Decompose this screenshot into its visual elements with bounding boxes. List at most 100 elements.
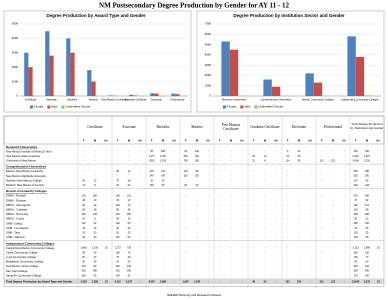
cell: - <box>378 199 379 202</box>
cell: - <box>117 155 118 158</box>
group-header: Certificate <box>87 124 103 129</box>
cell: - <box>185 218 186 221</box>
section-title: Independent Community Colleges <box>6 241 55 245</box>
cell: - <box>83 155 84 158</box>
cell: - <box>299 175 300 178</box>
cell: - <box>310 236 311 239</box>
cell: - <box>83 150 84 153</box>
cell: 165 <box>297 280 302 283</box>
cell: - <box>106 222 107 225</box>
cell: - <box>378 265 379 268</box>
cell: - <box>219 261 220 264</box>
cell: 160 <box>354 236 359 239</box>
cell: - <box>378 184 379 187</box>
cell: 120 <box>354 231 359 234</box>
cell: - <box>299 256 300 259</box>
cell: - <box>287 184 288 187</box>
sub-header: N+ <box>377 139 381 143</box>
cell: - <box>276 195 277 198</box>
cell: - <box>321 208 322 211</box>
cell: - <box>378 150 379 153</box>
cell: - <box>231 195 232 198</box>
cell: - <box>219 251 220 254</box>
cell: 148 <box>365 184 370 187</box>
cell: - <box>265 265 266 268</box>
cell: - <box>310 213 311 216</box>
chart-title: Degree Production by Institution Sector … <box>233 13 345 18</box>
cell: - <box>242 170 243 173</box>
cell: - <box>310 261 311 264</box>
sub-header: F <box>151 139 153 143</box>
bar <box>154 93 159 96</box>
cell: - <box>163 213 164 216</box>
cell: 70 <box>128 204 131 207</box>
cell: 122 <box>331 159 336 162</box>
cell: - <box>310 218 311 221</box>
cell: - <box>378 270 379 273</box>
cell: - <box>310 199 311 202</box>
cell: - <box>276 247 277 250</box>
cell: - <box>276 155 277 158</box>
cell: - <box>208 280 209 283</box>
cell: - <box>253 199 254 202</box>
cell: - <box>231 175 232 178</box>
sub-header: M <box>230 139 233 143</box>
cell: - <box>321 236 322 239</box>
cell: - <box>140 222 141 225</box>
cell: - <box>219 184 220 187</box>
cell: - <box>299 261 300 264</box>
cell: - <box>333 155 334 158</box>
cell: - <box>265 227 266 230</box>
cell: - <box>140 256 141 259</box>
cell: - <box>276 184 277 187</box>
cell: 80 <box>366 236 369 239</box>
sub-header: M <box>196 139 199 143</box>
cell: - <box>185 222 186 225</box>
cell: - <box>333 170 334 173</box>
cell: 2,020 <box>353 155 360 158</box>
cell: 78 <box>354 199 357 202</box>
cell: - <box>219 227 220 230</box>
cell: 65 <box>354 218 357 221</box>
cell: - <box>208 270 209 273</box>
cell: - <box>174 184 175 187</box>
cell: - <box>333 274 334 277</box>
cell: - <box>344 222 345 225</box>
cell: 9,123 <box>364 280 371 283</box>
cell: - <box>174 231 175 234</box>
cell: - <box>344 155 345 158</box>
cell: - <box>242 195 243 198</box>
cell: - <box>321 199 322 202</box>
y-tick-label: 2000 <box>205 73 212 77</box>
row-label: Eastern New Mexico University <box>6 169 44 173</box>
cell: 150 <box>150 184 155 187</box>
cell: - <box>208 231 209 234</box>
cell: - <box>242 236 243 239</box>
bar <box>91 81 96 96</box>
sub-header: N+ <box>105 139 109 143</box>
cell: - <box>174 175 175 178</box>
cell: - <box>378 274 379 277</box>
cell: - <box>310 256 311 259</box>
cell: - <box>208 199 209 202</box>
cell: - <box>333 265 334 268</box>
cell: - <box>106 227 107 230</box>
cell: 70 <box>116 256 119 259</box>
bar <box>129 94 134 96</box>
cell: - <box>287 274 288 277</box>
cell: - <box>231 184 232 187</box>
legend-swatch <box>47 105 51 109</box>
row-label: Western New Mexico University <box>6 183 45 187</box>
cell: - <box>231 280 232 283</box>
cell: 52 <box>366 199 369 202</box>
cell: - <box>151 274 152 277</box>
sub-header: F <box>321 139 323 143</box>
cell: - <box>140 159 141 162</box>
cell: - <box>185 179 186 182</box>
cell: - <box>208 251 209 254</box>
cell: - <box>83 170 84 173</box>
cell: - <box>219 236 220 239</box>
x-tick-label: Masters <box>89 99 99 102</box>
cell: - <box>310 247 311 250</box>
